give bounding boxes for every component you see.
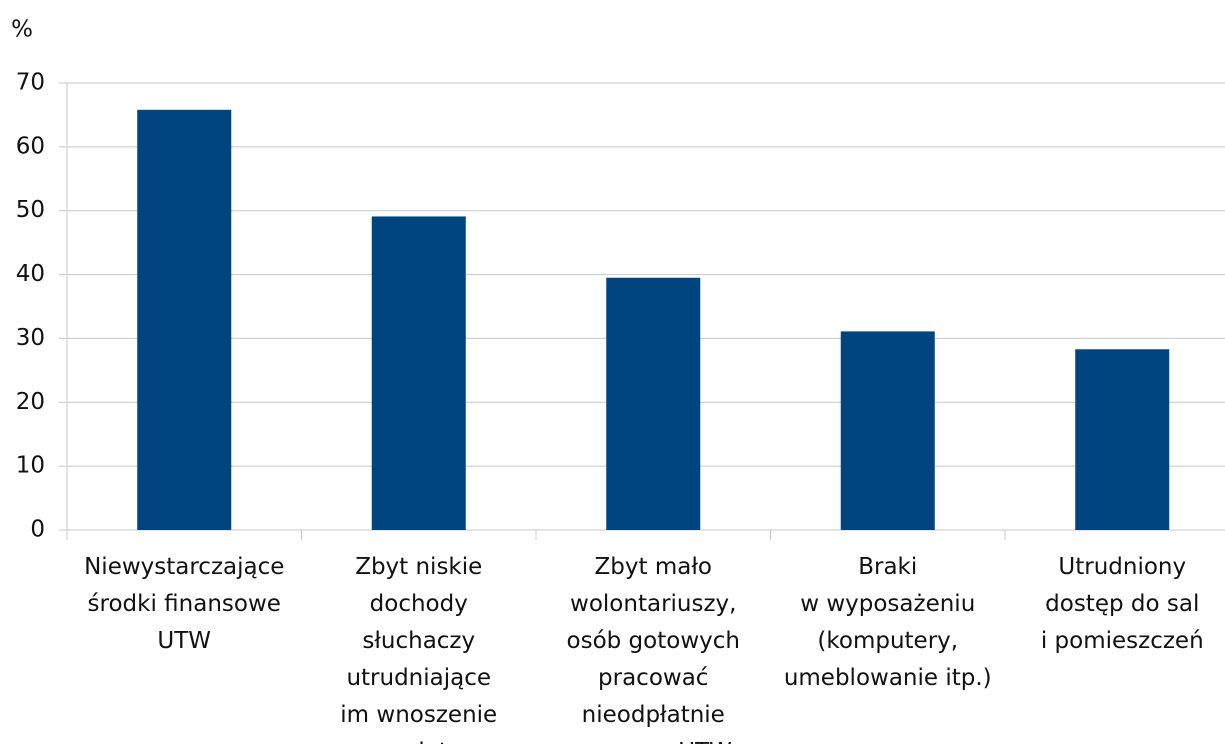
y-axis-label: % <box>11 17 33 43</box>
x-tick-label-line: umeblowanie itp.) <box>784 665 992 691</box>
x-tick-label-line: osób gotowych <box>567 628 740 654</box>
x-tick-label-line: Zbyt niskie <box>355 554 482 580</box>
x-tick-label-line: i pomieszczeń <box>1041 628 1204 654</box>
y-tick-label: 40 <box>16 261 45 287</box>
x-tick-label-line: Utrudniony <box>1058 554 1186 580</box>
x-tick-label-line: pracować <box>598 665 708 691</box>
x-tick-label-line: opłat <box>390 739 448 744</box>
y-tick-label: 60 <box>16 133 45 159</box>
x-tick-label-line: im wnoszenie <box>340 702 497 728</box>
x-tick-label-line: UTW <box>157 628 211 654</box>
y-tick-label: 70 <box>16 70 45 96</box>
x-tick-label-line: środki finansowe <box>88 591 281 617</box>
x-tick-label: Braki w wyposażeniu (komputery, umeblowanie… <box>784 554 992 691</box>
bar <box>840 331 935 530</box>
x-tick-label-line: słuchaczy <box>362 628 475 654</box>
x-tick-label: Niewystarczające środki finansowe UTW <box>84 554 284 654</box>
bar <box>137 109 232 530</box>
x-tick-label: Utrudniony dostęp do sal i pomieszczeń <box>1041 554 1204 654</box>
x-tick-label-line: (komputery, <box>817 628 958 654</box>
x-tick-label-line: na rzecz UTW <box>575 739 732 744</box>
y-tick-label: 10 <box>16 453 45 479</box>
x-tick-label-line: utrudniające <box>346 665 491 691</box>
x-tick-label-line: w wyposażeniu <box>800 591 975 617</box>
x-tick-label-line: Braki <box>858 554 917 580</box>
y-tick-label: 20 <box>16 389 45 415</box>
x-tick-label-line: Zbyt mało <box>595 554 712 580</box>
x-tick-label-line: wolontariuszy, <box>570 591 736 617</box>
x-tick-label-line: nieodpłatnie <box>582 702 725 728</box>
x-tick-label-line: dostęp do sal <box>1045 591 1199 617</box>
bar <box>1075 349 1170 530</box>
y-tick-label: 30 <box>16 325 45 351</box>
y-tick-label: 50 <box>16 197 45 223</box>
bar <box>371 216 466 530</box>
x-tick-label-line: dochody <box>370 591 468 617</box>
x-tick-label: Zbyt niskie dochody słuchaczy utrudniające i… <box>340 554 497 744</box>
y-tick-label: 0 <box>30 517 45 543</box>
x-tick-label-line: Niewystarczające <box>84 554 284 580</box>
x-tick-label: Zbyt mało wolontariuszy, osób gotowych prac… <box>567 554 740 744</box>
bar <box>606 277 701 530</box>
